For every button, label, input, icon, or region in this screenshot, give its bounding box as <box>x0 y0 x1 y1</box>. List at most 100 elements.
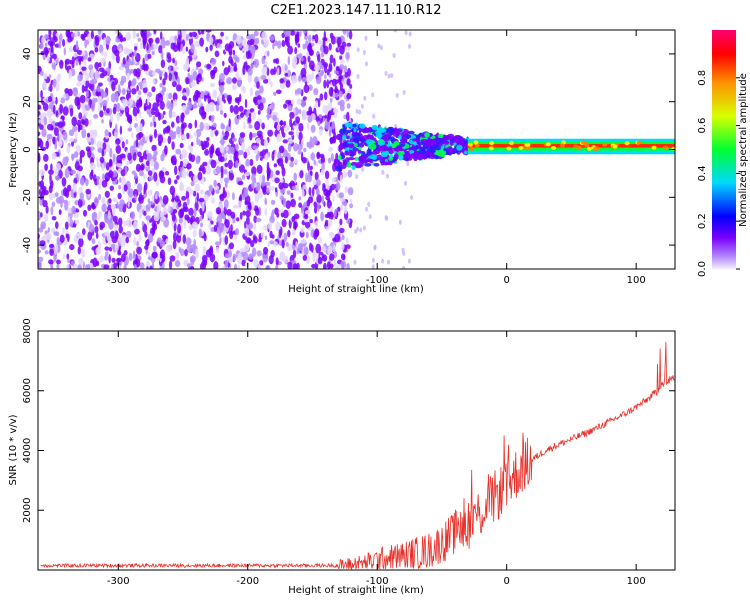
noise-speckle <box>94 61 100 70</box>
noise-speckle <box>257 110 261 115</box>
noise-speckle <box>78 112 83 120</box>
noise-speckle <box>135 163 141 172</box>
noise-speckle <box>339 59 345 64</box>
noise-speckle <box>127 197 130 208</box>
snr-y-label: SNR (10 * v/v) <box>8 414 19 485</box>
noise-speckle <box>90 30 94 39</box>
noise-speckle <box>69 59 73 65</box>
noise-speckle <box>110 166 115 171</box>
spectrogram-x-tick-label: -300 <box>107 275 130 286</box>
noise-speckle <box>193 174 199 184</box>
noise-speckle <box>244 243 250 252</box>
transition-blob <box>413 150 420 156</box>
noise-speckle <box>82 228 86 236</box>
noise-speckle <box>87 231 93 241</box>
carrier-band-core <box>467 144 675 148</box>
noise-speckle <box>81 118 85 125</box>
noise-speckle <box>235 228 239 236</box>
noise-speckle <box>236 34 242 45</box>
noise-speckle <box>117 217 123 227</box>
noise-speckle <box>176 233 182 243</box>
noise-speckle <box>180 134 187 140</box>
transition-blob <box>424 142 432 147</box>
noise-speckle <box>253 236 258 244</box>
noise-speckle <box>302 254 307 261</box>
noise-speckle <box>193 208 197 217</box>
noise-speckle <box>79 192 85 201</box>
noise-speckle <box>146 266 149 269</box>
noise-speckle <box>145 215 151 221</box>
transition-blob <box>345 129 352 134</box>
noise-speckle <box>243 121 246 130</box>
noise-speckle <box>251 132 257 138</box>
noise-speckle <box>284 124 290 132</box>
noise-speckle <box>129 69 135 74</box>
noise-speckle <box>315 179 321 187</box>
spectrogram-x-tick-label: 0 <box>503 275 509 286</box>
noise-speckle <box>150 158 154 167</box>
noise-speckle <box>219 139 226 145</box>
carrier-hotspot <box>636 140 642 145</box>
noise-speckle <box>228 50 233 56</box>
noise-speckle <box>335 181 341 191</box>
noise-speckle <box>153 128 158 139</box>
noise-speckle <box>44 163 48 171</box>
noise-speckle <box>67 207 73 214</box>
noise-speckle <box>261 122 265 130</box>
noise-speckle <box>96 157 99 162</box>
noise-speckle <box>275 221 281 232</box>
noise-speckle <box>159 211 165 218</box>
noise-speckle <box>115 38 121 43</box>
noise-speckle <box>247 238 250 244</box>
noise-speckle <box>153 43 159 50</box>
noise-speckle <box>213 179 217 187</box>
noise-speckle <box>43 73 48 80</box>
noise-speckle <box>120 106 125 111</box>
noise-speckle <box>125 161 130 166</box>
noise-speckle <box>203 122 210 131</box>
noise-speckle <box>52 96 56 102</box>
noise-speckle <box>276 124 281 131</box>
noise-speckle <box>207 210 213 220</box>
noise-speckle <box>77 74 83 82</box>
noise-speckle <box>67 258 70 263</box>
noise-speckle <box>358 109 362 115</box>
noise-speckle <box>225 146 229 152</box>
noise-speckle <box>289 30 296 36</box>
noise-speckle <box>82 209 88 217</box>
noise-speckle <box>261 174 266 183</box>
noise-speckle <box>290 156 294 162</box>
noise-speckle <box>325 196 331 201</box>
noise-speckle <box>259 174 263 184</box>
noise-speckle <box>404 30 408 36</box>
noise-speckle <box>55 162 62 171</box>
noise-speckle <box>115 138 121 145</box>
transition-blob <box>404 157 410 162</box>
noise-speckle <box>162 111 166 115</box>
noise-speckle <box>271 209 275 216</box>
noise-speckle <box>46 133 53 140</box>
noise-speckle <box>329 231 335 239</box>
noise-speckle <box>186 197 190 206</box>
noise-speckle <box>103 264 110 269</box>
noise-speckle <box>236 217 240 222</box>
snr-panel: -300 -200 -100 0 100 2000 4000 6000 8000 Height … <box>8 318 676 596</box>
noise-speckle <box>344 45 351 51</box>
noise-speckle <box>298 75 301 82</box>
carrier-hotspot <box>506 146 512 151</box>
noise-speckle <box>265 266 270 269</box>
noise-speckle <box>280 178 284 184</box>
noise-speckle <box>266 106 271 115</box>
noise-speckle <box>346 78 351 86</box>
noise-speckle <box>251 173 256 183</box>
noise-speckle <box>162 207 168 215</box>
noise-speckle <box>109 147 113 158</box>
noise-speckle <box>188 207 194 216</box>
noise-speckle <box>79 154 83 164</box>
noise-speckle <box>168 102 174 111</box>
noise-speckle <box>105 251 109 256</box>
noise-speckle <box>282 182 289 189</box>
noise-speckle <box>178 208 184 219</box>
noise-speckle <box>253 222 257 231</box>
noise-speckle <box>349 84 353 89</box>
